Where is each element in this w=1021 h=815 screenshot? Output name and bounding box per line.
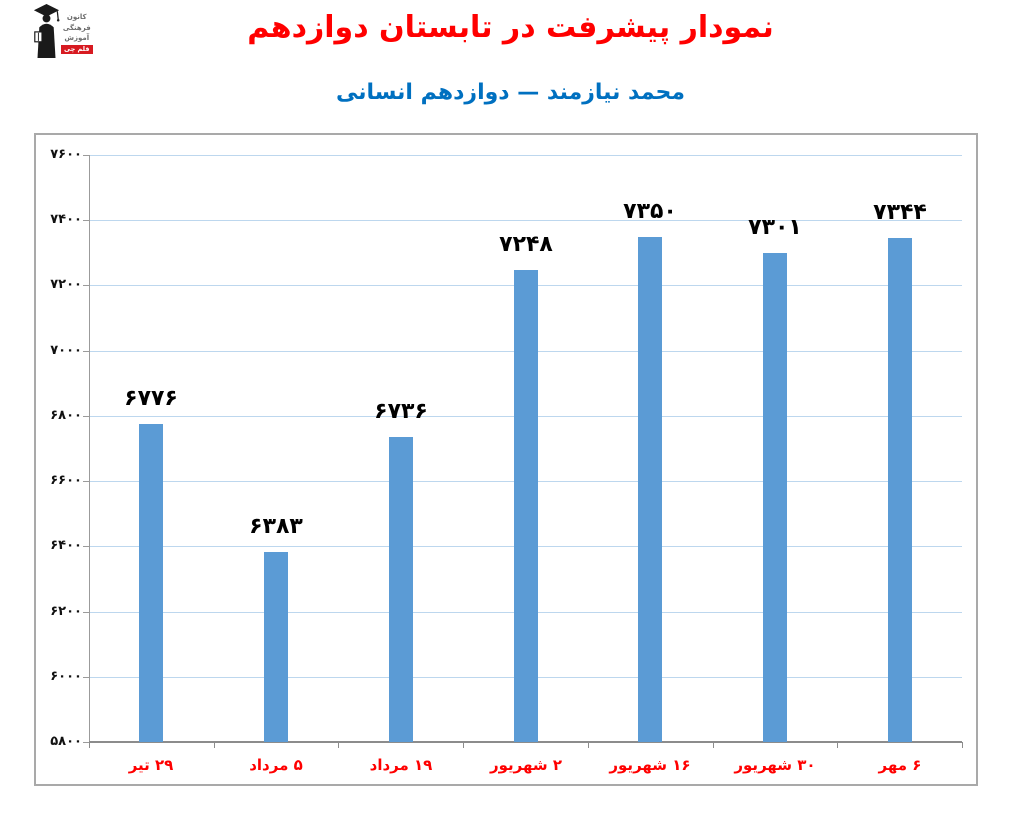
x-axis-tick [837, 742, 838, 748]
chart-frame: ۵۸۰۰ ۶۰۰۰ ۶۲۰۰ ۶۴۰۰ ۶۶۰۰ ۶۸۰۰ ۷۰۰۰ ۷۲۰۰ ۷۴۰۰ ۷۶۰۰… [34, 133, 978, 786]
y-axis-line [89, 155, 90, 742]
x-axis-category-label: ۱۹ مرداد [369, 756, 433, 774]
y-axis-tick-label: ۷۴۰۰ [50, 212, 82, 227]
logo-org-line: آموزش [64, 34, 90, 42]
y-axis-tick [83, 285, 89, 286]
bar [638, 237, 662, 742]
logo-badge: قلم چی [61, 44, 93, 55]
y-axis-tick [83, 546, 89, 547]
kanoon-logo: کانون فرهنگی آموزش قلم چی [33, 2, 93, 62]
y-axis-tick-label: ۷۲۰۰ [50, 277, 82, 292]
x-axis-tick [338, 742, 339, 748]
bar-value-label: ۷۳۴۴ [873, 200, 927, 225]
y-axis-tick-label: ۶۸۰۰ [50, 408, 82, 423]
bar-value-label: ۶۷۳۶ [374, 399, 428, 424]
y-axis-tick [83, 677, 89, 678]
y-axis-tick [83, 612, 89, 613]
x-axis-category-label: ۲۹ تیر [128, 756, 174, 774]
x-axis-tick [962, 742, 963, 748]
x-axis-tick [463, 742, 464, 748]
y-axis-tick [83, 416, 89, 417]
bar [139, 424, 163, 742]
bar-value-label: ۷۲۴۸ [499, 232, 553, 257]
y-axis-tick [83, 220, 89, 221]
logo-org-line: فرهنگی [62, 23, 91, 32]
gridline [89, 155, 962, 156]
bar [514, 270, 538, 742]
x-axis-tick [713, 742, 714, 748]
gridline [89, 220, 962, 221]
y-axis-tick-label: ۶۶۰۰ [50, 473, 82, 488]
x-axis-category-label: ۲ شهریور [489, 756, 563, 774]
graduate-icon [33, 4, 60, 58]
logo-text: کانون فرهنگی آموزش قلم چی [61, 12, 93, 55]
y-axis-tick [83, 351, 89, 352]
y-axis-tick [83, 742, 89, 743]
logo-org-line: کانون [66, 13, 87, 21]
bar [389, 437, 413, 742]
y-axis-tick-label: ۵۸۰۰ [50, 734, 82, 749]
y-axis-tick [83, 481, 89, 482]
page-title: نمودار پیشرفت در تابستان دوازدهم [247, 10, 774, 45]
bar [264, 552, 288, 742]
x-axis-category-label: ۳۰ شهریور [734, 756, 816, 774]
y-axis-tick-label: ۷۰۰۰ [50, 343, 82, 358]
bar-value-label: ۷۳۰۱ [748, 215, 802, 240]
bar-value-label: ۷۳۵۰ [623, 199, 677, 224]
x-axis-line [89, 741, 962, 743]
x-axis-tick [89, 742, 90, 748]
y-axis-tick-label: ۶۴۰۰ [50, 538, 82, 553]
x-axis-tick [214, 742, 215, 748]
x-axis-category-label: ۶ مهر [878, 756, 922, 774]
y-axis-tick [83, 155, 89, 156]
bar-value-label: ۶۳۸۳ [249, 514, 303, 539]
y-axis-tick-label: ۷۶۰۰ [50, 147, 82, 162]
bar [888, 238, 912, 742]
y-axis-tick-label: ۶۲۰۰ [50, 604, 82, 619]
x-axis-category-label: ۵ مرداد [249, 756, 303, 774]
x-axis-category-label: ۱۶ شهریور [609, 756, 691, 774]
page-subtitle: محمد نیازمند — دوازدهم انسانی [336, 80, 685, 105]
bar [763, 253, 787, 742]
plot-area: ۵۸۰۰ ۶۰۰۰ ۶۲۰۰ ۶۴۰۰ ۶۶۰۰ ۶۸۰۰ ۷۰۰۰ ۷۲۰۰ ۷۴۰۰ ۷۶۰۰… [36, 135, 976, 784]
y-axis-tick-label: ۶۰۰۰ [50, 669, 82, 684]
x-axis-tick [588, 742, 589, 748]
bar-value-label: ۶۷۷۶ [124, 386, 178, 411]
